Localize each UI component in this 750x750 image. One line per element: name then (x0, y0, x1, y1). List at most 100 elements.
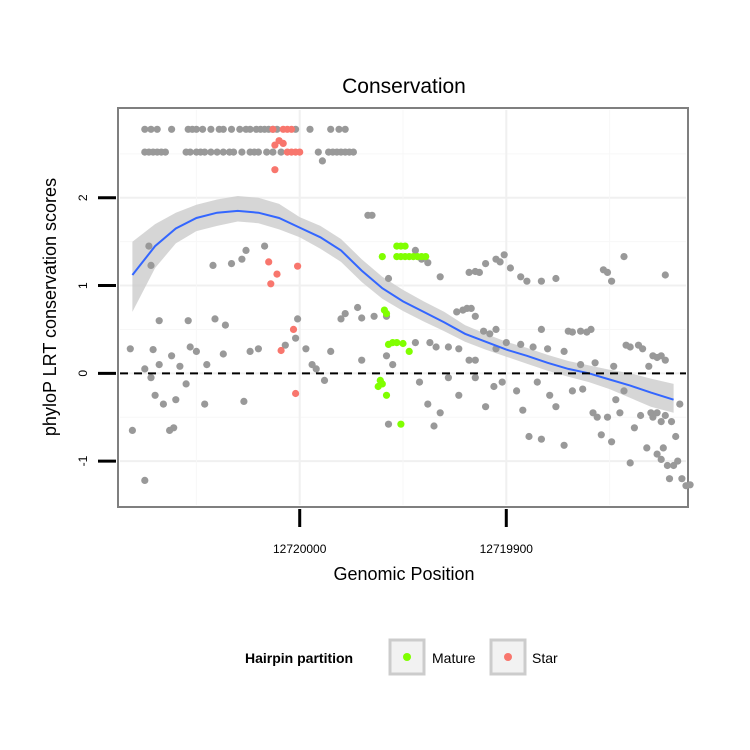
point-other (151, 391, 159, 399)
point-other (411, 246, 419, 254)
point-other (141, 125, 149, 133)
x-axis-label: Genomic Position (333, 564, 474, 584)
point-star (296, 148, 304, 156)
point-other (560, 441, 568, 449)
x-tick-label: 12720000 (273, 542, 327, 556)
point-other (455, 345, 463, 353)
point-other (525, 432, 533, 441)
point-other (263, 148, 271, 156)
point-other (176, 362, 184, 370)
point-other (517, 340, 525, 348)
point-other (199, 125, 207, 133)
point-other (665, 475, 674, 483)
point-other (436, 273, 444, 281)
point-other (432, 343, 440, 351)
point-mature (378, 253, 386, 261)
point-other (341, 125, 349, 133)
point-other (337, 315, 345, 323)
point-other (207, 148, 215, 156)
point-other (593, 413, 601, 421)
point-other (209, 261, 217, 269)
x-tick-label: 12719900 (480, 542, 534, 556)
point-other (261, 242, 269, 250)
point-other (230, 148, 238, 156)
point-other (591, 359, 599, 367)
point-other (318, 157, 326, 165)
point-other (159, 400, 167, 408)
point-other (147, 261, 155, 269)
point-other (182, 380, 190, 388)
point-other (661, 271, 669, 279)
point-other (597, 431, 605, 439)
y-tick-label: -1 (76, 455, 90, 466)
point-other (314, 148, 322, 156)
point-other (577, 361, 585, 369)
point-other (147, 125, 155, 133)
point-other (155, 361, 163, 369)
point-other (192, 125, 200, 133)
point-other (426, 339, 434, 347)
point-other (242, 246, 250, 254)
point-other (141, 476, 149, 484)
point-other (537, 435, 546, 443)
legend-label-mature: Mature (432, 650, 476, 666)
point-other (686, 481, 694, 489)
point-other (663, 461, 672, 470)
point-other (424, 259, 432, 267)
point-other (471, 312, 479, 320)
point-other (327, 347, 335, 355)
point-other (626, 459, 634, 467)
point-other (667, 418, 676, 426)
point-other (453, 308, 461, 316)
point-other (608, 438, 616, 446)
legend-swatch-mature (403, 653, 411, 661)
point-other (661, 411, 669, 420)
point-other (219, 350, 227, 358)
point-other (370, 312, 378, 320)
point-mature (397, 420, 405, 428)
point-other (587, 325, 595, 333)
point-other (436, 409, 444, 417)
point-other (292, 334, 300, 342)
legend: Hairpin partition Mature Star (245, 638, 558, 676)
point-other (161, 148, 169, 156)
point-other (552, 274, 560, 283)
point-other (184, 317, 192, 325)
point-other (430, 422, 438, 430)
point-other (168, 125, 176, 133)
point-other (213, 148, 221, 156)
point-other (240, 397, 248, 405)
point-other (254, 345, 262, 353)
point-other (153, 125, 161, 133)
point-other (475, 268, 483, 276)
point-star (269, 125, 277, 133)
point-other (192, 347, 200, 355)
point-other (546, 391, 554, 399)
point-other (411, 339, 419, 347)
point-other (612, 396, 620, 404)
point-other (610, 362, 618, 370)
chart-title: Conservation (342, 75, 466, 98)
point-mature (382, 310, 391, 318)
axes: -1 0 1 2 12720000 12719900 (76, 194, 533, 556)
point-other (201, 148, 209, 156)
point-other (657, 455, 665, 463)
point-other (471, 374, 479, 382)
point-other (577, 327, 585, 335)
point-star (271, 166, 279, 174)
point-other (389, 361, 397, 369)
y-tick-label: 0 (76, 370, 90, 377)
point-mature (422, 253, 430, 261)
point-other (444, 343, 452, 351)
point-other (643, 444, 651, 452)
point-mature (393, 339, 401, 347)
point-other (579, 385, 587, 393)
points-layer (126, 125, 694, 490)
point-other (277, 148, 285, 156)
point-other (529, 343, 537, 351)
point-other (465, 356, 473, 364)
point-other (552, 403, 560, 411)
point-star (279, 139, 287, 147)
point-other (603, 268, 612, 276)
point-other (201, 400, 209, 408)
